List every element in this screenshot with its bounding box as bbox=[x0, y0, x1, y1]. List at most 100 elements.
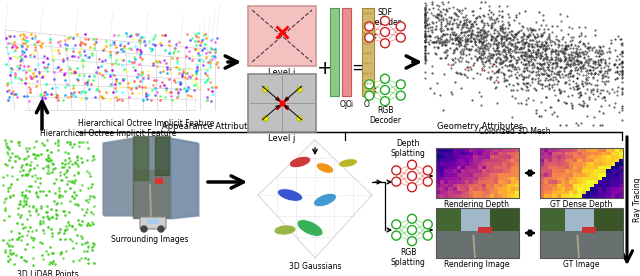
Bar bbox=[548, 194, 553, 198]
Bar bbox=[577, 169, 582, 174]
Bar bbox=[511, 177, 515, 181]
Bar bbox=[486, 159, 490, 163]
Bar bbox=[544, 162, 548, 166]
Bar bbox=[544, 180, 548, 184]
Bar bbox=[469, 177, 474, 181]
Bar bbox=[577, 166, 582, 170]
Bar bbox=[573, 187, 578, 191]
Bar bbox=[577, 187, 582, 191]
Bar bbox=[486, 184, 490, 188]
Bar bbox=[474, 166, 478, 170]
Polygon shape bbox=[134, 170, 169, 217]
Bar bbox=[582, 187, 586, 191]
Bar bbox=[452, 191, 457, 195]
Ellipse shape bbox=[274, 225, 296, 235]
Bar bbox=[569, 155, 573, 159]
Bar bbox=[499, 162, 503, 166]
Bar bbox=[565, 180, 570, 184]
Bar bbox=[619, 169, 623, 174]
Bar bbox=[561, 184, 565, 188]
Bar bbox=[494, 159, 499, 163]
Bar bbox=[598, 184, 603, 188]
Bar bbox=[465, 155, 470, 159]
Bar bbox=[569, 173, 573, 177]
Bar bbox=[590, 191, 595, 195]
Bar bbox=[619, 187, 623, 191]
Bar bbox=[540, 194, 545, 198]
Bar bbox=[619, 173, 623, 177]
Bar bbox=[440, 148, 445, 152]
Bar bbox=[502, 191, 507, 195]
Bar bbox=[515, 155, 520, 159]
Bar bbox=[457, 177, 461, 181]
Bar bbox=[598, 159, 603, 163]
Bar bbox=[452, 148, 457, 152]
Bar bbox=[565, 187, 570, 191]
Bar bbox=[607, 194, 611, 198]
Bar bbox=[436, 155, 441, 159]
Bar bbox=[436, 184, 441, 188]
Bar bbox=[590, 180, 595, 184]
Bar bbox=[565, 194, 570, 198]
Bar bbox=[440, 166, 445, 170]
Bar bbox=[482, 191, 486, 195]
Bar bbox=[499, 152, 503, 156]
Bar bbox=[449, 162, 453, 166]
Circle shape bbox=[423, 231, 432, 240]
Bar bbox=[594, 194, 598, 198]
Bar bbox=[486, 162, 490, 166]
Bar bbox=[461, 173, 465, 177]
Bar bbox=[614, 173, 620, 177]
Bar bbox=[482, 180, 486, 184]
Bar bbox=[474, 152, 478, 156]
Bar bbox=[155, 178, 163, 184]
Bar bbox=[444, 191, 449, 195]
Bar bbox=[573, 159, 578, 163]
Bar bbox=[602, 148, 607, 152]
Bar bbox=[502, 162, 507, 166]
Bar bbox=[614, 169, 620, 174]
Bar bbox=[449, 152, 453, 156]
Bar bbox=[540, 230, 623, 258]
Bar bbox=[594, 166, 598, 170]
Bar bbox=[477, 191, 482, 195]
Bar bbox=[436, 191, 441, 195]
Bar bbox=[540, 148, 623, 198]
Bar bbox=[452, 194, 457, 198]
Bar bbox=[515, 180, 520, 184]
Bar bbox=[474, 173, 478, 177]
Bar bbox=[540, 208, 623, 230]
Bar bbox=[594, 159, 598, 163]
Circle shape bbox=[408, 183, 417, 192]
Bar bbox=[449, 194, 453, 198]
Text: GT Image: GT Image bbox=[563, 260, 599, 269]
Bar bbox=[506, 152, 511, 156]
Text: O: O bbox=[364, 100, 370, 109]
Text: =: = bbox=[351, 59, 365, 77]
Bar bbox=[444, 169, 449, 174]
Bar bbox=[502, 152, 507, 156]
Bar bbox=[436, 162, 441, 166]
Circle shape bbox=[396, 33, 405, 42]
Bar bbox=[548, 177, 553, 181]
Bar bbox=[477, 169, 482, 174]
Bar bbox=[461, 177, 465, 181]
Bar bbox=[607, 148, 611, 152]
Bar bbox=[457, 191, 461, 195]
Bar bbox=[452, 177, 457, 181]
Bar bbox=[602, 184, 607, 188]
Bar bbox=[586, 177, 590, 181]
Circle shape bbox=[381, 39, 390, 48]
Bar bbox=[465, 180, 470, 184]
Bar bbox=[515, 166, 520, 170]
Bar bbox=[594, 191, 598, 195]
Bar bbox=[602, 152, 607, 156]
Bar bbox=[607, 152, 611, 156]
Bar bbox=[569, 166, 573, 170]
Bar bbox=[573, 191, 578, 195]
Bar bbox=[557, 148, 561, 152]
Bar bbox=[511, 152, 515, 156]
Bar bbox=[511, 184, 515, 188]
Bar bbox=[586, 180, 590, 184]
Bar bbox=[557, 166, 561, 170]
